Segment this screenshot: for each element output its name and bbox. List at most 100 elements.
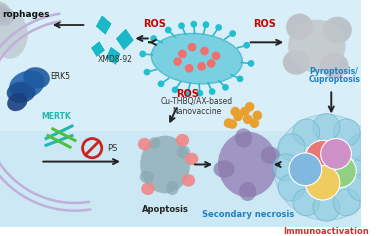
Circle shape bbox=[150, 35, 157, 42]
Ellipse shape bbox=[320, 53, 349, 78]
Polygon shape bbox=[90, 41, 106, 58]
Ellipse shape bbox=[7, 93, 27, 111]
Circle shape bbox=[229, 30, 236, 37]
Circle shape bbox=[333, 119, 360, 146]
Circle shape bbox=[191, 21, 197, 27]
Circle shape bbox=[237, 76, 243, 82]
Circle shape bbox=[144, 69, 150, 76]
Circle shape bbox=[348, 134, 375, 161]
Ellipse shape bbox=[283, 50, 310, 75]
Circle shape bbox=[273, 154, 300, 181]
Ellipse shape bbox=[7, 82, 35, 103]
Text: PS: PS bbox=[108, 144, 118, 153]
Circle shape bbox=[165, 27, 171, 33]
Ellipse shape bbox=[141, 182, 155, 195]
Circle shape bbox=[178, 50, 187, 58]
Polygon shape bbox=[115, 28, 134, 51]
Ellipse shape bbox=[0, 7, 15, 26]
Ellipse shape bbox=[177, 145, 190, 159]
Circle shape bbox=[185, 64, 194, 73]
Circle shape bbox=[353, 154, 376, 181]
Circle shape bbox=[207, 59, 215, 68]
Circle shape bbox=[305, 165, 340, 200]
Circle shape bbox=[313, 194, 340, 221]
Ellipse shape bbox=[152, 34, 242, 84]
Text: rophages: rophages bbox=[2, 10, 49, 19]
Circle shape bbox=[313, 114, 340, 140]
Circle shape bbox=[278, 134, 305, 161]
Circle shape bbox=[243, 42, 250, 49]
Circle shape bbox=[248, 60, 254, 67]
Ellipse shape bbox=[9, 71, 45, 99]
Ellipse shape bbox=[166, 181, 179, 195]
Text: Pyroptosis/: Pyroptosis/ bbox=[310, 67, 359, 76]
Text: MERTK: MERTK bbox=[41, 112, 71, 121]
Circle shape bbox=[227, 119, 237, 129]
Circle shape bbox=[222, 84, 229, 91]
FancyBboxPatch shape bbox=[0, 0, 361, 227]
Circle shape bbox=[245, 102, 255, 112]
Text: Immunoactivation: Immunoactivation bbox=[284, 227, 369, 236]
Circle shape bbox=[321, 139, 352, 169]
Circle shape bbox=[178, 22, 185, 29]
Text: Apoptosis: Apoptosis bbox=[142, 205, 189, 214]
Text: Cu-THBQ/AX-based: Cu-THBQ/AX-based bbox=[161, 97, 233, 106]
Text: Cuproptosis: Cuproptosis bbox=[308, 75, 360, 84]
Ellipse shape bbox=[239, 182, 256, 201]
Circle shape bbox=[293, 119, 320, 146]
Circle shape bbox=[348, 174, 375, 201]
Circle shape bbox=[203, 21, 209, 28]
Circle shape bbox=[233, 112, 243, 121]
Text: ROS: ROS bbox=[253, 19, 276, 29]
Ellipse shape bbox=[323, 17, 352, 44]
Circle shape bbox=[172, 87, 178, 93]
Circle shape bbox=[289, 153, 321, 186]
Circle shape bbox=[230, 107, 240, 116]
Circle shape bbox=[188, 43, 196, 51]
Circle shape bbox=[158, 80, 164, 87]
Circle shape bbox=[305, 140, 340, 175]
Text: Nanovaccine: Nanovaccine bbox=[172, 107, 221, 116]
Circle shape bbox=[197, 90, 203, 97]
Circle shape bbox=[139, 51, 146, 57]
Circle shape bbox=[333, 189, 360, 216]
Circle shape bbox=[253, 111, 262, 120]
Ellipse shape bbox=[138, 138, 151, 150]
Ellipse shape bbox=[218, 132, 277, 197]
Ellipse shape bbox=[261, 147, 280, 164]
Ellipse shape bbox=[23, 67, 50, 88]
Ellipse shape bbox=[0, 7, 10, 22]
Ellipse shape bbox=[182, 174, 195, 187]
Ellipse shape bbox=[0, 1, 10, 22]
Circle shape bbox=[209, 88, 215, 95]
Circle shape bbox=[224, 118, 233, 128]
Circle shape bbox=[293, 189, 320, 216]
Circle shape bbox=[250, 118, 259, 128]
Ellipse shape bbox=[286, 13, 313, 41]
Circle shape bbox=[240, 107, 250, 116]
Ellipse shape bbox=[185, 153, 199, 165]
Text: ROS: ROS bbox=[176, 89, 199, 99]
Circle shape bbox=[274, 114, 376, 220]
Circle shape bbox=[243, 114, 253, 124]
Circle shape bbox=[173, 57, 182, 66]
Circle shape bbox=[215, 24, 222, 31]
Ellipse shape bbox=[0, 4, 8, 21]
Text: XMD8-92: XMD8-92 bbox=[98, 55, 133, 63]
Ellipse shape bbox=[214, 160, 235, 178]
Circle shape bbox=[278, 174, 305, 201]
Text: ERK5: ERK5 bbox=[50, 72, 70, 81]
Circle shape bbox=[200, 47, 209, 55]
Text: Secondary necrosis: Secondary necrosis bbox=[202, 210, 294, 219]
FancyBboxPatch shape bbox=[0, 0, 361, 131]
Ellipse shape bbox=[0, 11, 28, 59]
Ellipse shape bbox=[235, 128, 252, 148]
Ellipse shape bbox=[149, 137, 160, 149]
Polygon shape bbox=[95, 15, 112, 35]
Circle shape bbox=[324, 155, 356, 188]
Polygon shape bbox=[105, 46, 121, 66]
Circle shape bbox=[184, 89, 191, 96]
Ellipse shape bbox=[176, 134, 189, 146]
Circle shape bbox=[212, 51, 220, 60]
Text: ROS: ROS bbox=[143, 19, 166, 29]
